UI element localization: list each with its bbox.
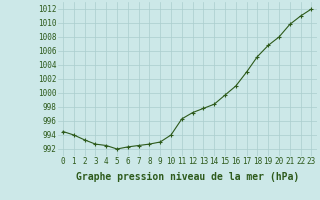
X-axis label: Graphe pression niveau de la mer (hPa): Graphe pression niveau de la mer (hPa) [76,172,299,182]
